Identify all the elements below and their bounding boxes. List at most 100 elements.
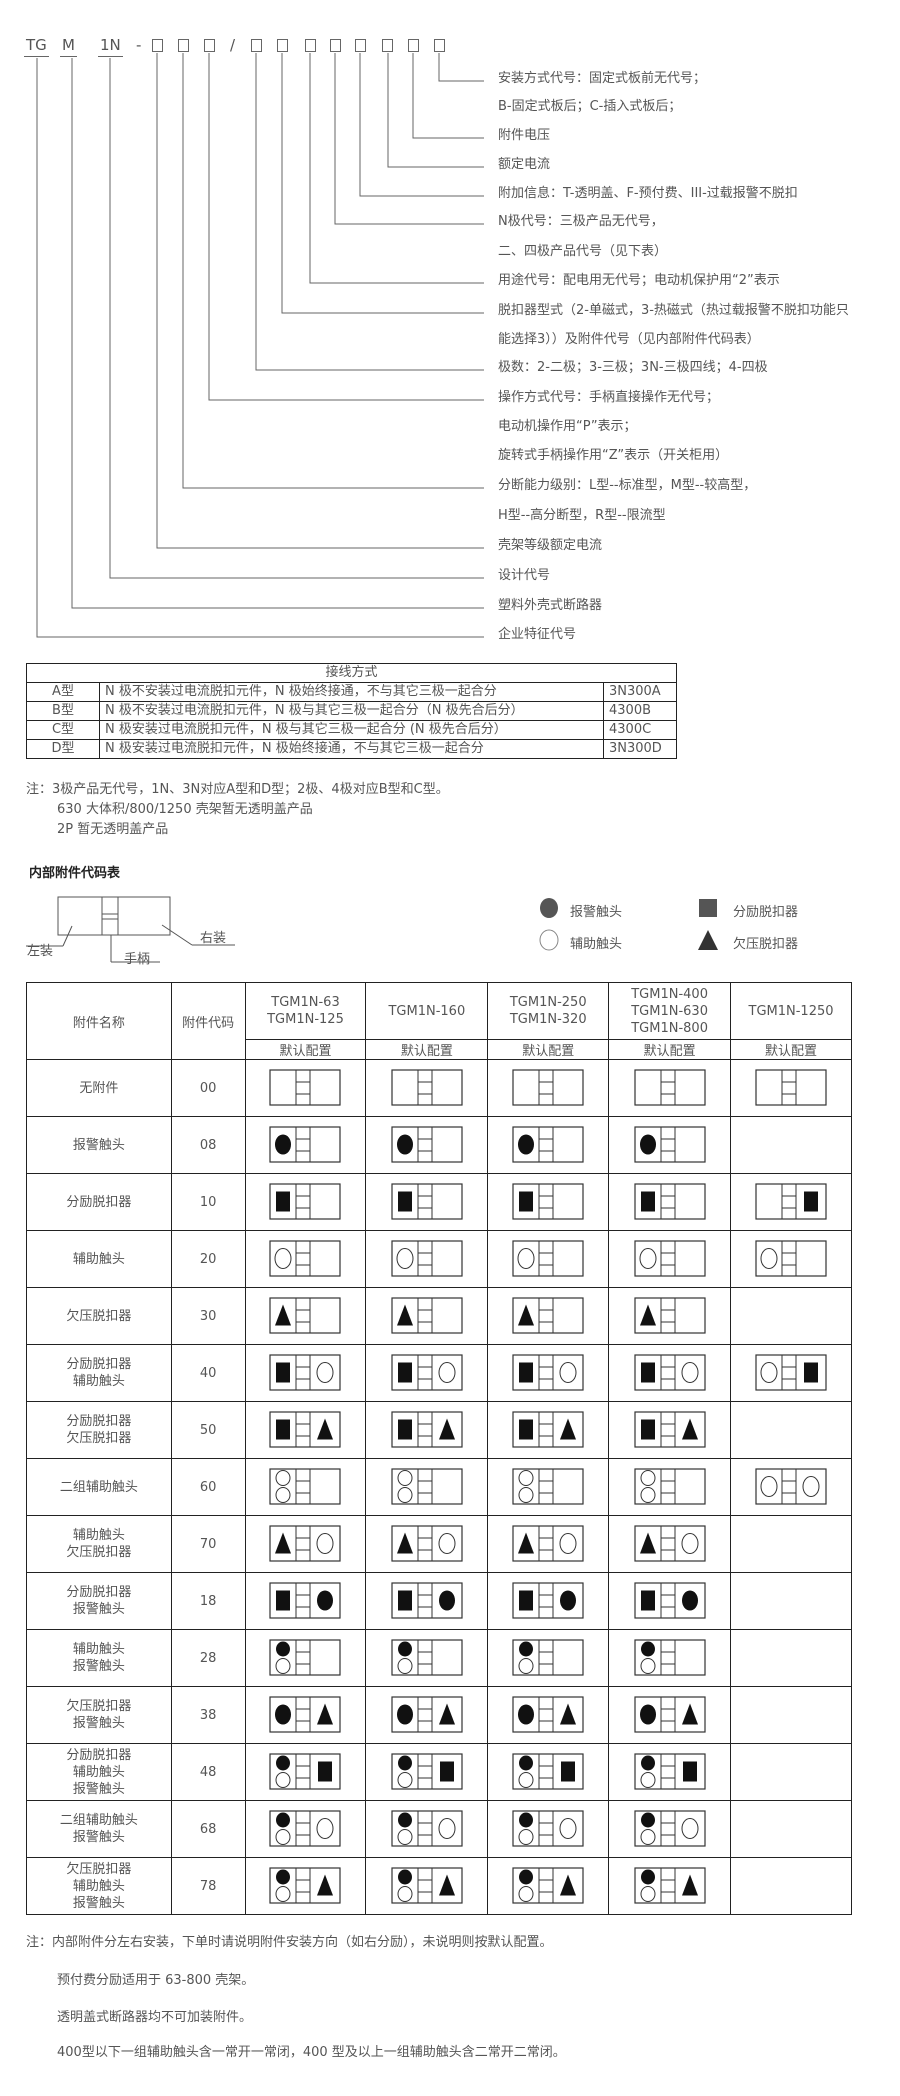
config-cell: [608, 1743, 732, 1801]
accessory-config-diagram: [512, 1753, 584, 1790]
auxiliary-contact-icon: [518, 1772, 534, 1788]
accessory-config-diagram: [269, 1582, 342, 1619]
auxiliary-contact-icon: [639, 1248, 657, 1269]
accessory-config-diagram: [512, 1069, 584, 1106]
accessory-config-diagram: [269, 1069, 342, 1106]
accessory-row: 分励脱扣器 欠压脱扣器 50: [26, 1401, 852, 1459]
shunt-release-icon: [397, 1362, 412, 1383]
accessory-name: 分励脱扣器 报警触头: [26, 1572, 172, 1630]
alarm-contact-icon: [276, 1641, 291, 1657]
accessory-code: 48: [170, 1743, 246, 1801]
connector-line: [281, 53, 484, 314]
accessory-config-diagram: [391, 1639, 463, 1676]
accessory-row: 辅助触头 欠压脱扣器 70: [26, 1515, 852, 1573]
config-cell: [365, 1230, 489, 1288]
undervoltage-release-icon: [317, 1703, 334, 1725]
code-placeholder-box: [355, 39, 366, 52]
accessory-config-diagram: [391, 1696, 463, 1733]
config-cell: [244, 1857, 367, 1915]
accessory-row: 分励脱扣器 辅助触头 报警触头 48: [26, 1743, 852, 1801]
config-cell: [608, 1116, 732, 1174]
auxiliary-contact-icon: [316, 1818, 334, 1839]
accessory-config-diagram: [512, 1525, 584, 1562]
wiring-desc: N 极安装过电流脱扣元件，N 极与其它三极一起合分 (N 极先合后分）: [99, 720, 604, 740]
config-cell: [365, 1059, 489, 1117]
accessory-config-diagram: [634, 1525, 706, 1562]
undervoltage-release-icon: [681, 1874, 698, 1896]
accessory-config-diagram: [634, 1354, 706, 1391]
accessory-config-diagram: [512, 1810, 584, 1847]
header-default-config: 默认配置: [365, 1039, 489, 1060]
code-description: 安装方式代号：固定式板前无代号；: [498, 71, 707, 86]
accessory-code-table: 附件名称 附件代码 TGM1N-63 TGM1N-125 TGM1N-160 TG…: [26, 982, 852, 1915]
code-description: 设计代号: [498, 568, 551, 583]
accessory-name: 分励脱扣器 辅助触头 报警触头: [26, 1743, 172, 1801]
accessory-config-diagram: [269, 1696, 342, 1733]
wiring-code: 3N300D: [603, 739, 677, 759]
code-description: N极代号：三极产品无代号，: [498, 214, 664, 229]
legend-label: 分励脱扣器: [733, 905, 799, 920]
header-default-config: 默认配置: [608, 1039, 732, 1060]
auxiliary-contact-icon: [275, 1829, 291, 1845]
label-right-mount: 右装: [200, 931, 227, 946]
wiring-desc: N 极不安装过电流脱扣元件，N 极始终接通，不与其它三极一起合分: [99, 682, 604, 702]
auxiliary-contact-icon: [275, 1772, 291, 1788]
accessory-config-diagram: [391, 1525, 463, 1562]
config-cell: [244, 1743, 367, 1801]
alarm-contact-icon: [639, 1134, 656, 1155]
alarm-contact-icon: [396, 1134, 413, 1155]
connector-line: [387, 53, 484, 168]
shunt-release-icon: [804, 1191, 819, 1212]
shunt-release-icon: [640, 1362, 655, 1383]
accessory-config-diagram: [634, 1468, 706, 1505]
accessory-config-diagram: [634, 1183, 706, 1220]
auxiliary-contact-icon: [640, 1886, 656, 1902]
accessory-row: 分励脱扣器 10: [26, 1173, 852, 1231]
accessory-code: 08: [170, 1116, 246, 1174]
note-line: 注：3极产品无代号，1N、3N对应A型和D型；2极、4极对应B型和C型。: [26, 782, 449, 797]
config-cell: [608, 1629, 732, 1687]
accessory-code: 38: [170, 1686, 246, 1744]
alarm-contact-icon: [639, 1704, 656, 1725]
accessory-config-diagram: [512, 1240, 584, 1277]
undervoltage-release-icon: [681, 1418, 698, 1440]
accessory-code: 30: [170, 1287, 246, 1345]
accessory-config-diagram: [634, 1696, 706, 1733]
accessory-config-diagram: [269, 1867, 342, 1904]
config-cell: [487, 1572, 610, 1630]
accessory-config-diagram: [755, 1468, 827, 1505]
model-name: TGM1N-320: [509, 1012, 587, 1027]
config-cell: [608, 1230, 732, 1288]
auxiliary-contact-icon: [316, 1533, 334, 1554]
accessory-config-diagram: [269, 1639, 342, 1676]
accessory-config-diagram: [391, 1411, 463, 1448]
alarm-contact-icon: [518, 1704, 535, 1725]
code-part-tg: TG: [24, 36, 49, 57]
accessory-config-diagram: [512, 1696, 584, 1733]
auxiliary-contact-icon: [559, 1533, 577, 1554]
accessory-code: 00: [170, 1059, 246, 1117]
wiring-row: D型 N 极安装过电流脱扣元件，N 极始终接通，不与其它三极一起合分 3N300D: [26, 739, 677, 759]
undervoltage-release-icon: [317, 1874, 334, 1896]
auxiliary-contact-icon: [438, 1533, 456, 1554]
accessory-config-diagram: [269, 1183, 342, 1220]
auxiliary-contact-icon: [438, 1818, 456, 1839]
wiring-desc: N 极安装过电流脱扣元件，N 极始终接通，不与其它三极一起合分: [99, 739, 604, 759]
config-cell: [487, 1743, 610, 1801]
config-cell: [487, 1857, 610, 1915]
wiring-code: 3N300A: [603, 682, 677, 702]
accessory-config-diagram: [634, 1753, 706, 1790]
wiring-table: 接线方式 A型 N 极不安装过电流脱扣元件，N 极始终接通，不与其它三极一起合分 3…: [26, 663, 677, 759]
undervoltage-release-icon: [396, 1532, 413, 1554]
accessory-name: 欠压脱扣器: [26, 1287, 172, 1345]
auxiliary-contact-icon: [397, 1829, 413, 1845]
note-line: 400型以下一组辅助触头含一常开一常闭，400 型及以上一组辅助触头含二常开二常…: [57, 2045, 566, 2060]
config-cell: [487, 1515, 610, 1573]
config-cell: [365, 1116, 489, 1174]
accessory-code: 60: [170, 1458, 246, 1516]
accessory-row: 分励脱扣器 辅助触头 40: [26, 1344, 852, 1402]
code-placeholder-box: [330, 39, 341, 52]
accessory-config-diagram: [391, 1069, 463, 1106]
connector-line: [412, 53, 484, 139]
alarm-contact-icon: [276, 1755, 291, 1771]
